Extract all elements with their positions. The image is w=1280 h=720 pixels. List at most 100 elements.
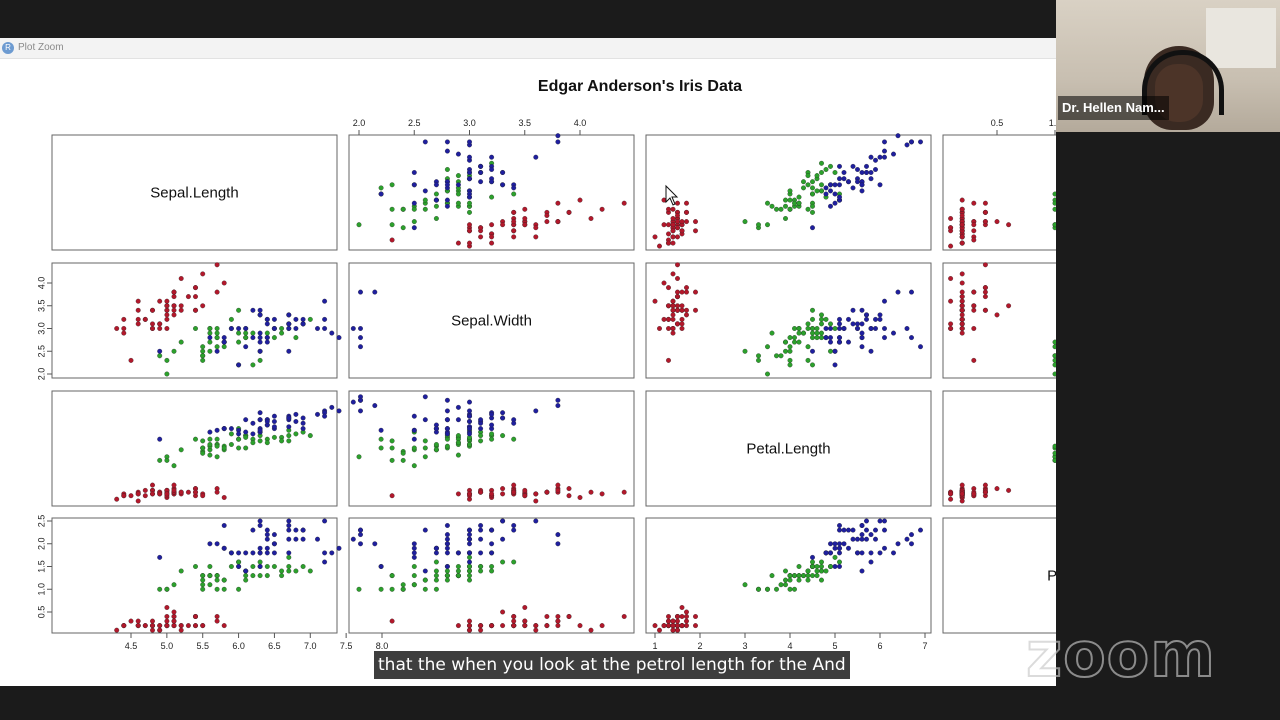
point-versicolor [228, 564, 234, 569]
point-virginica [372, 403, 378, 409]
window-titlebar[interactable]: R Plot Zoom [0, 38, 1056, 59]
point-setosa [599, 623, 605, 629]
point-virginica [467, 408, 472, 414]
point-setosa [588, 627, 594, 633]
point-versicolor [1052, 191, 1056, 197]
point-versicolor [478, 568, 484, 574]
point-versicolor [805, 321, 811, 327]
point-virginica [828, 203, 833, 209]
point-versicolor [810, 191, 815, 197]
point-setosa [178, 307, 184, 313]
left-axis-sepal-width-tick-label: 2.5 [36, 345, 46, 358]
left-axis-petal-width-tick-label: 1.0 [36, 583, 46, 596]
point-versicolor [823, 167, 829, 172]
point-virginica [221, 545, 227, 551]
point-virginica [433, 197, 439, 203]
point-versicolor [805, 326, 811, 331]
point-virginica [467, 426, 472, 432]
point-versicolor [236, 436, 242, 442]
meeting-bottom-bar [0, 686, 1280, 720]
point-virginica [850, 185, 856, 191]
point-versicolor [455, 573, 461, 579]
point-setosa [670, 240, 676, 246]
point-versicolor [814, 568, 820, 574]
point-versicolor [214, 443, 220, 449]
point-virginica [850, 527, 856, 533]
point-setosa [652, 298, 658, 304]
point-virginica [271, 413, 277, 419]
point-virginica [236, 550, 242, 556]
point-versicolor [783, 197, 788, 203]
point-virginica [868, 348, 874, 354]
point-virginica [837, 541, 842, 547]
point-setosa [675, 234, 680, 240]
point-versicolor [511, 436, 517, 442]
point-versicolor [164, 357, 170, 363]
point-virginica [555, 133, 561, 139]
point-setosa [193, 623, 198, 629]
panel-sepal-width-vs-petal-width [942, 262, 1056, 379]
bottom-axis-petal-length-tick-label: 5 [832, 641, 837, 651]
point-versicolor [489, 568, 495, 574]
point-versicolor [819, 559, 824, 565]
point-virginica [329, 550, 335, 556]
point-versicolor [236, 330, 242, 336]
point-setosa [670, 228, 676, 234]
point-setosa [982, 285, 988, 291]
point-setosa [675, 321, 680, 327]
point-virginica [864, 170, 869, 175]
point-versicolor [796, 573, 802, 579]
point-setosa [670, 222, 676, 228]
point-versicolor [769, 203, 775, 209]
point-versicolor [467, 577, 472, 583]
point-virginica [891, 330, 896, 336]
point-setosa [670, 627, 676, 633]
point-setosa [500, 609, 506, 615]
point-virginica [444, 426, 450, 432]
point-virginica [467, 541, 472, 547]
point-versicolor [765, 371, 770, 377]
point-setosa [948, 276, 954, 281]
point-versicolor [478, 438, 484, 444]
live-caption: that the when you look at the petrol len… [374, 651, 850, 679]
point-versicolor [467, 200, 472, 206]
point-virginica [555, 532, 561, 538]
point-setosa [478, 623, 484, 629]
point-versicolor [250, 573, 256, 579]
point-virginica [444, 182, 450, 188]
point-setosa [193, 307, 198, 313]
point-virginica [478, 426, 484, 432]
point-setosa [959, 330, 965, 336]
point-setosa [114, 627, 120, 633]
point-setosa [959, 271, 965, 277]
point-setosa [577, 197, 583, 203]
point-setosa [555, 487, 561, 493]
point-virginica [257, 518, 263, 524]
point-virginica [336, 335, 342, 341]
point-virginica [411, 170, 417, 175]
point-virginica [823, 185, 829, 191]
point-versicolor [171, 348, 177, 354]
point-setosa [389, 237, 395, 243]
point-setosa [121, 493, 127, 499]
point-versicolor [778, 206, 784, 212]
point-versicolor [236, 445, 242, 451]
point-setosa [511, 614, 517, 619]
point-virginica [433, 182, 439, 188]
point-virginica [868, 154, 874, 160]
zoom-watermark: zoom [1025, 617, 1216, 692]
panel-sepal-width-vs-petal-length [645, 262, 932, 379]
point-setosa [164, 326, 170, 331]
point-virginica [350, 399, 356, 405]
point-setosa [959, 234, 965, 240]
point-versicolor [422, 438, 428, 444]
point-versicolor [422, 206, 428, 212]
point-setosa [948, 298, 954, 304]
point-versicolor [444, 167, 450, 172]
point-versicolor [511, 559, 517, 565]
point-versicolor [823, 316, 829, 322]
point-virginica [264, 339, 270, 345]
point-virginica [555, 139, 561, 145]
point-virginica [455, 151, 461, 157]
point-virginica [467, 176, 472, 182]
